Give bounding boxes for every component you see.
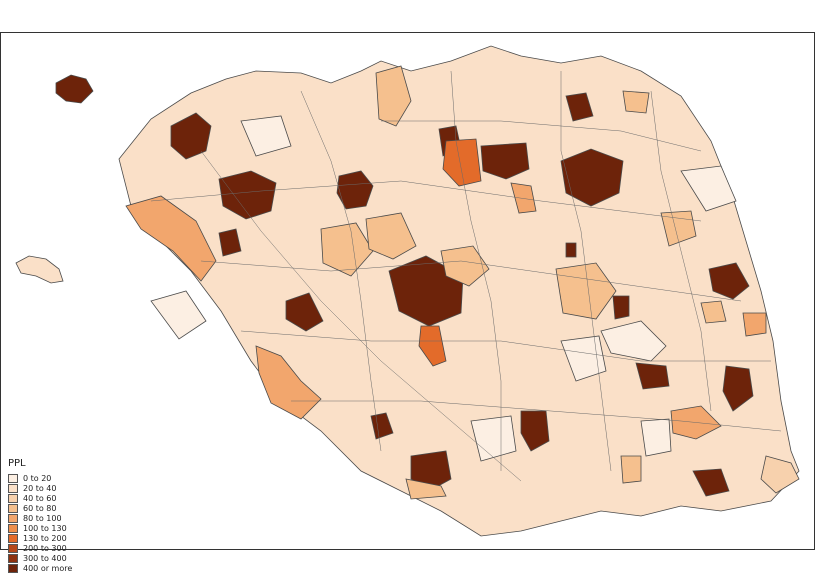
region-dark xyxy=(560,148,624,207)
legend-swatch xyxy=(8,503,18,513)
legend-swatch xyxy=(8,563,18,573)
region-dark xyxy=(410,450,452,492)
legend-label: 100 to 130 xyxy=(23,523,67,533)
choropleth-map[interactable] xyxy=(1,33,816,551)
region-orange xyxy=(125,195,217,282)
region-orange xyxy=(742,312,767,337)
region-light xyxy=(560,335,607,382)
region-orange xyxy=(418,325,447,367)
legend-swatch xyxy=(8,553,18,563)
region-dark xyxy=(612,295,630,320)
legend-swatch xyxy=(8,533,18,543)
region-light xyxy=(150,290,207,340)
peninsula-region xyxy=(55,74,94,104)
legend-label: 80 to 100 xyxy=(23,513,62,523)
legend-item: 20 to 40 xyxy=(8,483,72,493)
legend: PPL 0 to 20 20 to 40 40 to 60 60 to 80 80 to… xyxy=(8,458,72,573)
legend-item: 40 to 60 xyxy=(8,493,72,503)
region-light xyxy=(470,415,517,462)
region-medium xyxy=(760,455,800,494)
legend-label: 40 to 60 xyxy=(23,493,57,503)
region-orange xyxy=(442,138,482,187)
region-light xyxy=(640,418,672,457)
legend-item: 300 to 400 xyxy=(8,553,72,563)
legend-label: 60 to 80 xyxy=(23,503,57,513)
region-dark xyxy=(336,170,374,210)
region-dark xyxy=(635,362,670,390)
region-orange xyxy=(510,182,537,214)
legend-swatch xyxy=(8,513,18,523)
region-medium xyxy=(660,210,697,247)
region-dark xyxy=(722,365,754,412)
region-light xyxy=(600,320,667,362)
region-medium xyxy=(375,65,412,127)
legend-swatch xyxy=(8,543,18,553)
region-medium xyxy=(620,455,642,484)
legend-label: 400 or more xyxy=(23,563,73,573)
legend-label: 20 to 40 xyxy=(23,483,57,493)
legend-swatch xyxy=(8,473,18,483)
island-region xyxy=(15,255,64,284)
legend-item: 400 or more xyxy=(8,563,72,573)
legend-label: 200 to 300 xyxy=(23,543,67,553)
region-dark xyxy=(170,112,212,160)
legend-item: 0 to 20 xyxy=(8,473,72,483)
region-light xyxy=(240,115,292,157)
region-dark xyxy=(520,410,550,452)
region-light xyxy=(680,165,737,212)
legend-label: 130 to 200 xyxy=(23,533,67,543)
legend-rows: 0 to 20 20 to 40 40 to 60 60 to 80 80 to 100… xyxy=(8,473,72,573)
legend-label: 300 to 400 xyxy=(23,553,67,563)
map-frame: PPL 0 to 20 20 to 40 40 to 60 60 to 80 80 to… xyxy=(0,32,816,573)
legend-item: 100 to 130 xyxy=(8,523,72,533)
region-dark xyxy=(565,92,594,122)
legend-swatch xyxy=(8,523,18,533)
region-medium xyxy=(440,245,490,287)
region-medium xyxy=(405,478,447,500)
region-medium xyxy=(700,300,727,324)
region-dark xyxy=(218,228,242,257)
region-dark xyxy=(285,292,324,332)
region-medium xyxy=(622,90,650,114)
legend-item: 130 to 200 xyxy=(8,533,72,543)
region-dark xyxy=(565,242,577,258)
legend-item: 60 to 80 xyxy=(8,503,72,513)
region-medium xyxy=(555,262,617,320)
region-dark xyxy=(218,170,277,220)
legend-title: PPL xyxy=(8,458,26,469)
region-dark xyxy=(388,255,464,327)
legend-swatch xyxy=(8,493,18,503)
legend-label: 0 to 20 xyxy=(23,473,52,483)
region-dark xyxy=(708,262,750,300)
region-medium xyxy=(365,212,417,260)
region-medium xyxy=(320,222,374,277)
legend-item: 80 to 100 xyxy=(8,513,72,523)
commune-borders xyxy=(150,70,782,482)
legend-swatch xyxy=(8,483,18,493)
legend-item: 200 to 300 xyxy=(8,543,72,553)
region-dark xyxy=(692,468,730,497)
region-dark xyxy=(480,142,530,180)
